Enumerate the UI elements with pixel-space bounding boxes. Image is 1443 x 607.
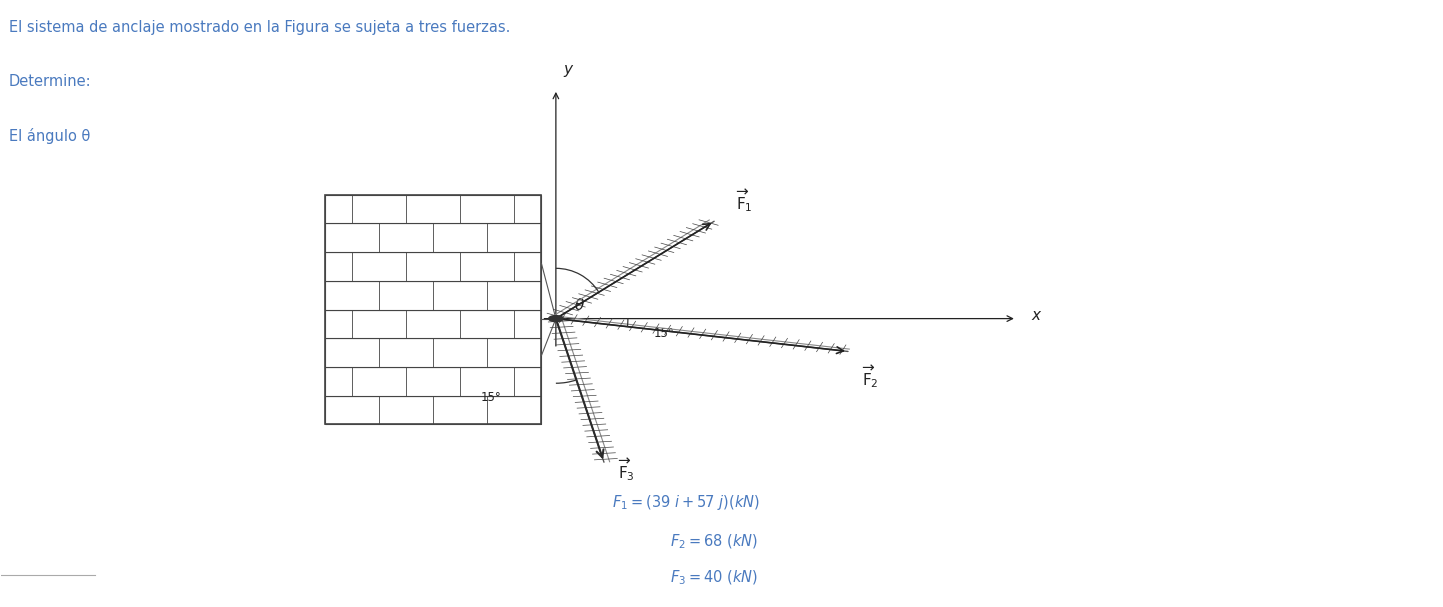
Bar [326, 310, 541, 338]
Text: El sistema de anclaje mostrado en la Figura se sujeta a tres fuerzas.: El sistema de anclaje mostrado en la Fig… [9, 19, 509, 35]
Text: $\mathregular{\overrightarrow{F}_1}$: $\mathregular{\overrightarrow{F}_1}$ [736, 187, 752, 214]
Bar [326, 367, 541, 396]
Text: $F_2 = 68\ (kN)$: $F_2 = 68\ (kN)$ [670, 533, 759, 551]
Bar [326, 338, 541, 367]
Text: $\mathregular{\overrightarrow{F}_2}$: $\mathregular{\overrightarrow{F}_2}$ [863, 364, 879, 390]
Bar [326, 223, 541, 252]
Text: El ángulo θ: El ángulo θ [9, 128, 89, 144]
Bar [326, 396, 541, 424]
Circle shape [548, 316, 563, 322]
Text: θ: θ [574, 298, 584, 313]
Text: $F_1 = ( 39\ i + 57\ j ) (kN)$: $F_1 = ( 39\ i + 57\ j ) (kN)$ [612, 493, 759, 512]
Text: x: x [1032, 308, 1040, 323]
Text: $F_3 = 40\ (kN)$: $F_3 = 40\ (kN)$ [670, 569, 759, 588]
Text: $\mathregular{\overrightarrow{F}_3}$: $\mathregular{\overrightarrow{F}_3}$ [619, 456, 635, 483]
Bar [326, 195, 541, 424]
Text: y: y [563, 62, 571, 77]
Text: 15°: 15° [654, 327, 674, 340]
Text: Determine:: Determine: [9, 74, 91, 89]
Bar [326, 281, 541, 310]
Text: 15°: 15° [481, 391, 501, 404]
Bar [326, 195, 541, 223]
Bar [326, 252, 541, 281]
